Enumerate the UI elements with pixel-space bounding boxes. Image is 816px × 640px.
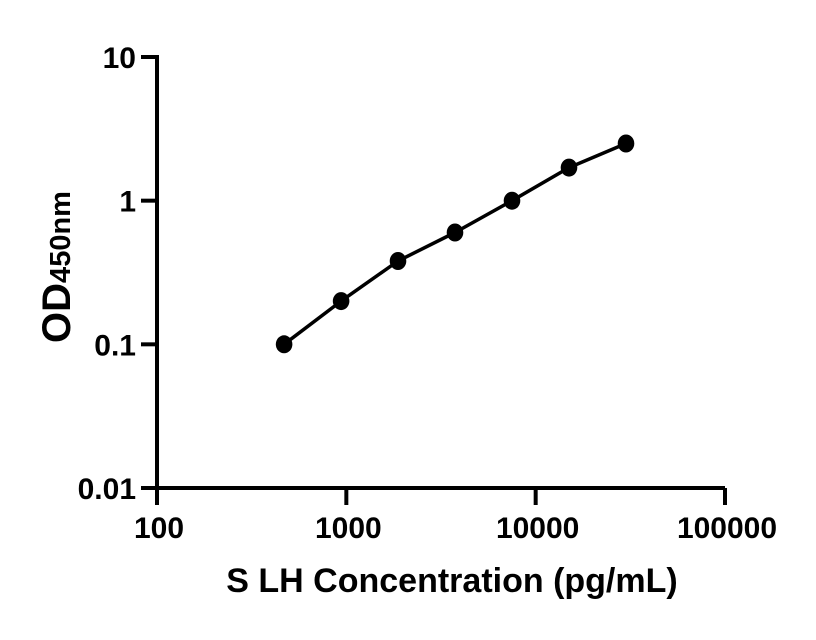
y-tick-label: 1 — [119, 186, 136, 219]
y-axis-title: OD450nm — [35, 191, 79, 343]
x-tick-label: 100 — [134, 512, 184, 545]
x-tick-label: 1000 — [315, 512, 382, 545]
y-tick-label: 0.01 — [78, 473, 136, 506]
y-axis-title-subscript: 450nm — [45, 191, 77, 283]
data-point — [446, 223, 464, 242]
x-tick-label: 100000 — [677, 512, 777, 545]
axis-frame — [155, 55, 725, 490]
data-point — [275, 335, 293, 354]
data-point — [332, 292, 350, 311]
y-axis-title-main: OD — [35, 283, 79, 343]
y-tick-label: 10 — [103, 42, 136, 75]
data-point — [503, 191, 521, 210]
data-point — [389, 252, 407, 270]
x-tick-label: 10000 — [496, 512, 579, 545]
x-axis-title: S LH Concentration (pg/mL) — [226, 562, 677, 600]
data-point — [617, 134, 635, 153]
y-tick-label: 0.1 — [94, 329, 136, 362]
data-point — [560, 158, 578, 177]
